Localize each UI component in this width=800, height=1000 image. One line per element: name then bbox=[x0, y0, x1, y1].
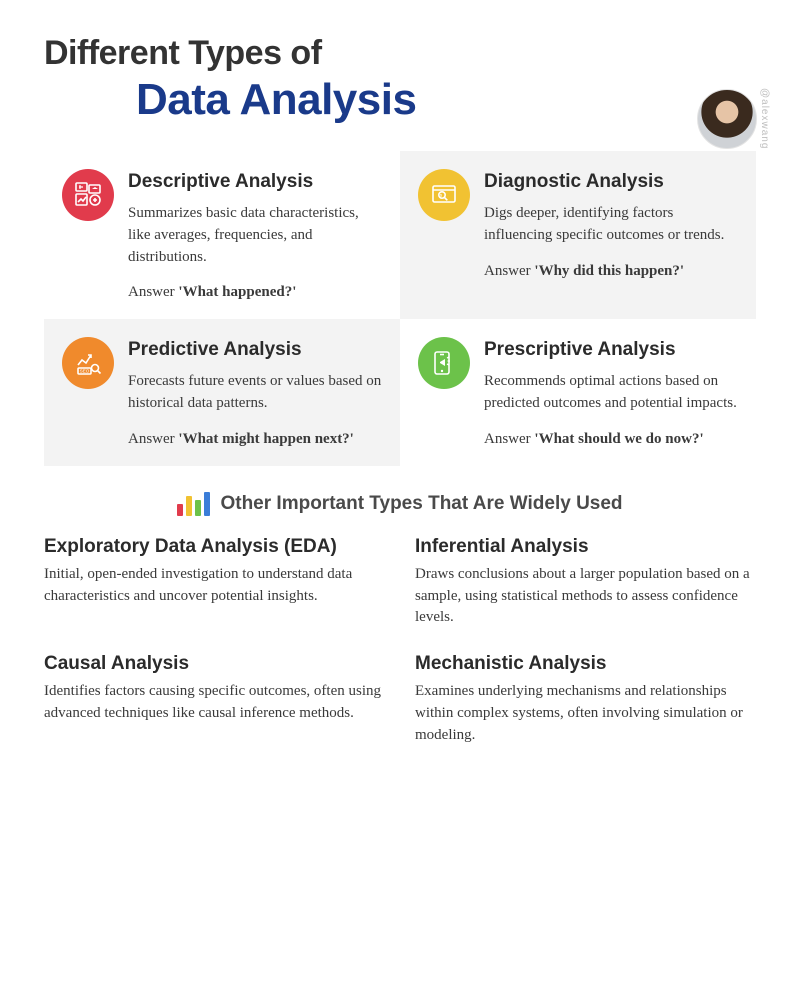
svg-text:$: $ bbox=[440, 193, 443, 198]
bar-3 bbox=[195, 500, 201, 516]
author-badge: @alexwang bbox=[697, 88, 770, 149]
card-description: Digs deeper, identifying factors influen… bbox=[484, 203, 738, 247]
card-answer: Answer 'Why did this happen?' bbox=[484, 263, 738, 280]
item-description: Identifies factors causing specific outc… bbox=[44, 681, 385, 725]
media-icon bbox=[62, 169, 114, 221]
item-title: Mechanistic Analysis bbox=[415, 653, 756, 675]
bar-1 bbox=[177, 504, 183, 516]
item-description: Initial, open-ended investigation to und… bbox=[44, 564, 385, 608]
item-causal: Causal Analysis Identifies factors causi… bbox=[44, 653, 385, 746]
answer-prefix: Answer bbox=[128, 431, 178, 447]
card-prescriptive: Prescriptive Analysis Recommends optimal… bbox=[400, 319, 756, 466]
trend-seo-icon: SEO bbox=[62, 337, 114, 389]
other-types-section: Other Important Types That Are Widely Us… bbox=[44, 492, 756, 747]
item-mechanistic: Mechanistic Analysis Examines underlying… bbox=[415, 653, 756, 746]
card-answer: Answer 'What happened?' bbox=[128, 284, 382, 301]
bar-4 bbox=[204, 492, 210, 516]
search-screen-icon: $ bbox=[418, 169, 470, 221]
card-title: Descriptive Analysis bbox=[128, 171, 382, 193]
card-answer: Answer 'What might happen next?' bbox=[128, 431, 382, 448]
other-types-grid: Exploratory Data Analysis (EDA) Initial,… bbox=[44, 536, 756, 747]
card-description: Forecasts future events or values based … bbox=[128, 371, 382, 415]
answer-prefix: Answer bbox=[128, 284, 178, 300]
author-handle: @alexwang bbox=[759, 88, 770, 149]
card-diagnostic: $ Diagnostic Analysis Digs deeper, ident… bbox=[400, 151, 756, 319]
card-descriptive: Descriptive Analysis Summarizes basic da… bbox=[44, 151, 400, 319]
item-title: Exploratory Data Analysis (EDA) bbox=[44, 536, 385, 558]
megaphone-icon bbox=[418, 337, 470, 389]
item-title: Inferential Analysis bbox=[415, 536, 756, 558]
bar-2 bbox=[186, 496, 192, 516]
card-title: Prescriptive Analysis bbox=[484, 339, 738, 361]
card-title: Predictive Analysis bbox=[128, 339, 382, 361]
item-description: Draws conclusions about a larger populat… bbox=[415, 564, 756, 629]
card-title: Diagnostic Analysis bbox=[484, 171, 738, 193]
answer-prefix: Answer bbox=[484, 431, 534, 447]
item-title: Causal Analysis bbox=[44, 653, 385, 675]
section2-title: Other Important Types That Are Widely Us… bbox=[220, 493, 622, 515]
card-predictive: SEO Predictive Analysis Forecasts future… bbox=[44, 319, 400, 466]
bar-chart-icon bbox=[177, 492, 210, 516]
item-eda: Exploratory Data Analysis (EDA) Initial,… bbox=[44, 536, 385, 629]
answer-question: 'What might happen next?' bbox=[178, 431, 353, 447]
primary-types-grid: Descriptive Analysis Summarizes basic da… bbox=[44, 151, 756, 466]
answer-question: 'What should we do now?' bbox=[534, 431, 703, 447]
item-inferential: Inferential Analysis Draws conclusions a… bbox=[415, 536, 756, 629]
avatar bbox=[697, 89, 757, 149]
card-description: Recommends optimal actions based on pred… bbox=[484, 371, 738, 415]
card-description: Summarizes basic data characteristics, l… bbox=[128, 203, 382, 268]
answer-question: 'What happened?' bbox=[178, 284, 296, 300]
item-description: Examines underlying mechanisms and relat… bbox=[415, 681, 756, 746]
card-answer: Answer 'What should we do now?' bbox=[484, 431, 738, 448]
answer-question: 'Why did this happen?' bbox=[534, 263, 684, 279]
page-title-line2: Data Analysis bbox=[136, 75, 756, 125]
answer-prefix: Answer bbox=[484, 263, 534, 279]
page-title-line1: Different Types of bbox=[44, 34, 756, 73]
svg-text:SEO: SEO bbox=[80, 369, 90, 374]
